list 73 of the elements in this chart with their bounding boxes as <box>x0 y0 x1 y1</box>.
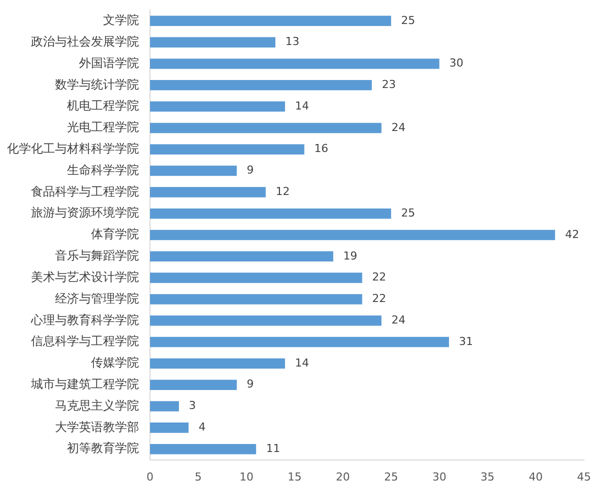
bar <box>150 294 362 304</box>
y-tick-label: 生命科学学院 <box>67 162 139 177</box>
y-tick-label: 音乐与舞蹈学院 <box>55 248 139 263</box>
y-tick-label: 旅游与资源环境学院 <box>31 206 139 220</box>
x-tick-label: 15 <box>288 470 302 484</box>
y-tick-label: 食品科学与工程学院 <box>31 184 139 198</box>
y-tick-label: 化学化工与材料科学学院 <box>7 141 139 156</box>
data-label: 25 <box>401 14 416 27</box>
y-tick-label: 体育学院 <box>91 227 139 242</box>
bar <box>150 316 382 326</box>
data-label: 4 <box>198 420 206 434</box>
y-tick-label: 信息科学与工程学院 <box>31 334 139 348</box>
y-tick-label: 外国语学院 <box>79 56 139 70</box>
y-tick-label: 数学与统计学院 <box>55 77 139 92</box>
bar <box>150 80 372 90</box>
bar <box>150 401 179 412</box>
bar <box>150 444 256 454</box>
data-label: 16 <box>314 142 328 156</box>
y-tick-label: 文学院 <box>103 13 139 28</box>
y-tick-label: 光电工程学院 <box>67 120 139 134</box>
data-label: 9 <box>246 378 254 391</box>
bar <box>150 37 276 48</box>
y-tick-label: 城市与建筑工程学院 <box>30 376 139 391</box>
data-label: 12 <box>276 185 290 198</box>
bar <box>150 251 334 262</box>
data-label: 42 <box>565 228 580 241</box>
data-label: 9 <box>246 164 254 177</box>
bar <box>150 380 237 390</box>
bar <box>150 144 304 154</box>
y-tick-label: 大学英语教学部 <box>55 420 139 434</box>
x-tick-label: 25 <box>384 470 398 484</box>
data-label: 22 <box>372 292 386 306</box>
bar <box>150 187 266 198</box>
data-label: 24 <box>391 313 406 326</box>
data-label: 30 <box>449 56 464 70</box>
bar <box>150 272 362 283</box>
y-tick-label: 传媒学院 <box>91 356 139 370</box>
data-label: 25 <box>401 206 416 220</box>
x-tick-label: 20 <box>336 470 350 484</box>
bar <box>150 122 382 134</box>
bar <box>150 16 392 26</box>
y-tick-label: 经济与管理学院 <box>55 291 139 306</box>
y-tick-label: 美术与艺术设计学院 <box>31 270 139 284</box>
bar <box>150 358 286 369</box>
x-tick-label: 10 <box>239 470 254 484</box>
data-label: 14 <box>295 356 310 370</box>
data-label: 3 <box>188 399 196 412</box>
y-tick-label: 心理与教育科学学院 <box>30 312 139 327</box>
x-tick-label: 5 <box>194 470 202 484</box>
x-tick-label: 35 <box>480 470 495 484</box>
y-tick-label: 马克思主义学院 <box>55 398 139 412</box>
data-label: 22 <box>372 270 386 284</box>
y-tick-label: 初等教育学院 <box>67 441 139 456</box>
x-tick-label: 45 <box>577 470 591 484</box>
bar <box>150 208 392 219</box>
x-tick-label: 40 <box>528 470 543 484</box>
data-label: 24 <box>391 120 406 134</box>
bar <box>150 422 189 433</box>
data-label: 11 <box>266 442 280 455</box>
x-tick-label: 30 <box>432 470 446 484</box>
data-label: 19 <box>343 249 358 262</box>
x-tick-label: 0 <box>146 470 154 484</box>
bar <box>150 58 440 69</box>
y-tick-label: 政治与社会发展学院 <box>31 34 139 48</box>
data-label: 13 <box>285 35 300 48</box>
data-label: 31 <box>458 334 473 348</box>
bar <box>150 166 237 176</box>
bar <box>150 230 556 240</box>
bar <box>150 336 449 348</box>
data-label: 14 <box>295 99 310 112</box>
data-label: 23 <box>382 78 396 91</box>
y-tick-label: 机电工程学院 <box>67 98 139 113</box>
bar <box>150 101 286 112</box>
